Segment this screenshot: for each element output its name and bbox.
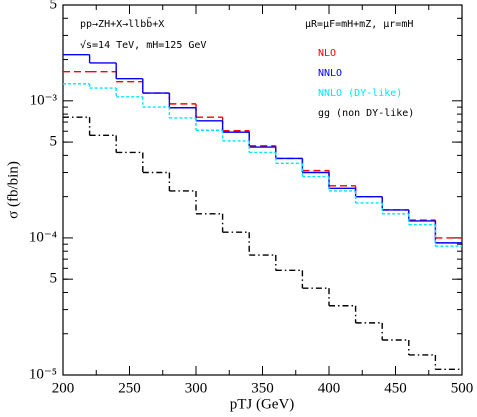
y-tick-label: 10⁻⁴: [29, 229, 57, 245]
annotation: pp→ZH+X→llbb̄+X: [80, 17, 164, 30]
x-tick-label: 450: [384, 380, 407, 396]
x-tick-label: 250: [118, 380, 141, 396]
y-tick-label: 5: [50, 134, 58, 150]
x-tick-label: 350: [251, 380, 274, 396]
x-axis-label: pTJ (GeV): [230, 396, 295, 412]
x-tick-label: 200: [52, 380, 75, 396]
y-tick-label: 10⁻⁵: [29, 366, 57, 382]
x-tick-label: 500: [451, 380, 474, 396]
y-tick-label: 5: [50, 0, 58, 12]
x-tick-label: 400: [318, 380, 341, 396]
legend-label: NNLO: [318, 68, 342, 79]
legend-label: NLO: [318, 48, 336, 59]
y-tick-label: 5: [50, 271, 58, 287]
y-tick-label: 10⁻³: [30, 92, 58, 108]
annotation: μR=μF=mH+mZ, μr=mH: [305, 19, 413, 30]
x-tick-label: 300: [185, 380, 208, 396]
legend-label: gg (non DY-like): [318, 108, 414, 119]
annotation: √s=14 TeV, mH=125 GeV: [80, 39, 206, 51]
plot-frame: [62, 4, 463, 376]
y-axis-label: σ (fb/bin): [5, 161, 21, 219]
legend-label: NNLO (DY-like): [318, 88, 402, 99]
